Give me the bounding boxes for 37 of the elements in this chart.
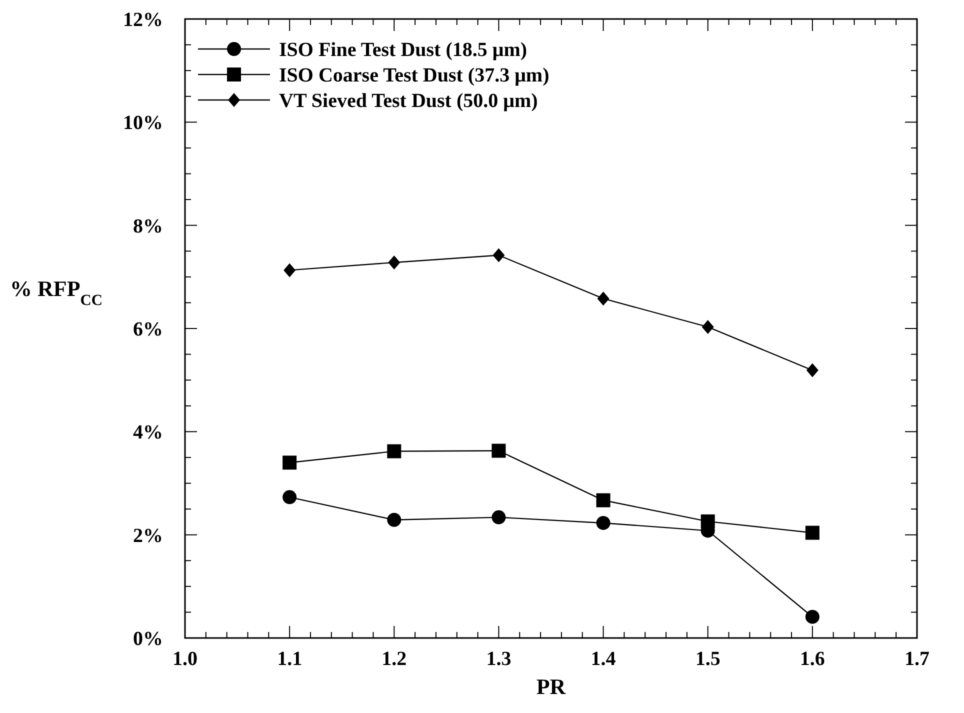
x-tick-label: 1.4	[590, 648, 616, 670]
x-tick-label: 1.3	[486, 648, 512, 670]
y-tick-label: 2%	[133, 524, 163, 547]
point	[282, 490, 297, 504]
point	[805, 526, 820, 540]
point	[387, 444, 402, 458]
point	[387, 512, 402, 527]
point	[596, 493, 610, 508]
point	[492, 444, 506, 458]
x-axis-title: PR	[536, 674, 567, 699]
x-tick-label: 1.2	[382, 648, 407, 670]
y-tick-label: 8%	[133, 215, 163, 238]
point	[700, 514, 715, 528]
x-tick-label: 1.5	[695, 648, 720, 670]
x-tick-label: 1.0	[172, 648, 198, 670]
point	[284, 263, 296, 278]
y-tick-label: 6%	[133, 318, 163, 340]
point	[806, 363, 818, 378]
y-tick-label: 12%	[123, 9, 163, 31]
y-tick-label: 10%	[123, 112, 163, 134]
point	[805, 610, 820, 624]
x-tick-label: 1.7	[904, 648, 930, 670]
legend-label: VT Sieved Test Dust (50.0 μm)	[279, 90, 538, 112]
point	[702, 320, 714, 334]
point	[388, 255, 400, 270]
y-tick-label: 4%	[133, 422, 163, 444]
point	[492, 510, 506, 524]
legend-label: ISO Coarse Test Dust (37.3 μm)	[279, 64, 550, 86]
point	[596, 516, 610, 530]
x-tick-label: 1.1	[277, 648, 302, 670]
point	[597, 292, 610, 306]
point	[492, 248, 505, 262]
legend-label: ISO Fine Test Dust (18.5 μm)	[279, 39, 528, 61]
y-tick-label: 0%	[133, 628, 163, 650]
point	[282, 456, 297, 470]
y-axis-title: % RFP$_{CC}$	[10, 276, 102, 309]
x-tick-label: 1.6	[800, 648, 825, 670]
